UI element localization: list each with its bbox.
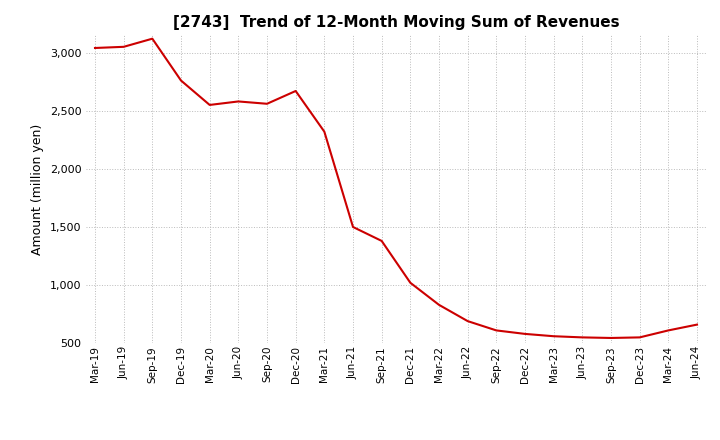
Y-axis label: Amount (million yen): Amount (million yen) [32,124,45,255]
Title: [2743]  Trend of 12-Month Moving Sum of Revenues: [2743] Trend of 12-Month Moving Sum of R… [173,15,619,30]
